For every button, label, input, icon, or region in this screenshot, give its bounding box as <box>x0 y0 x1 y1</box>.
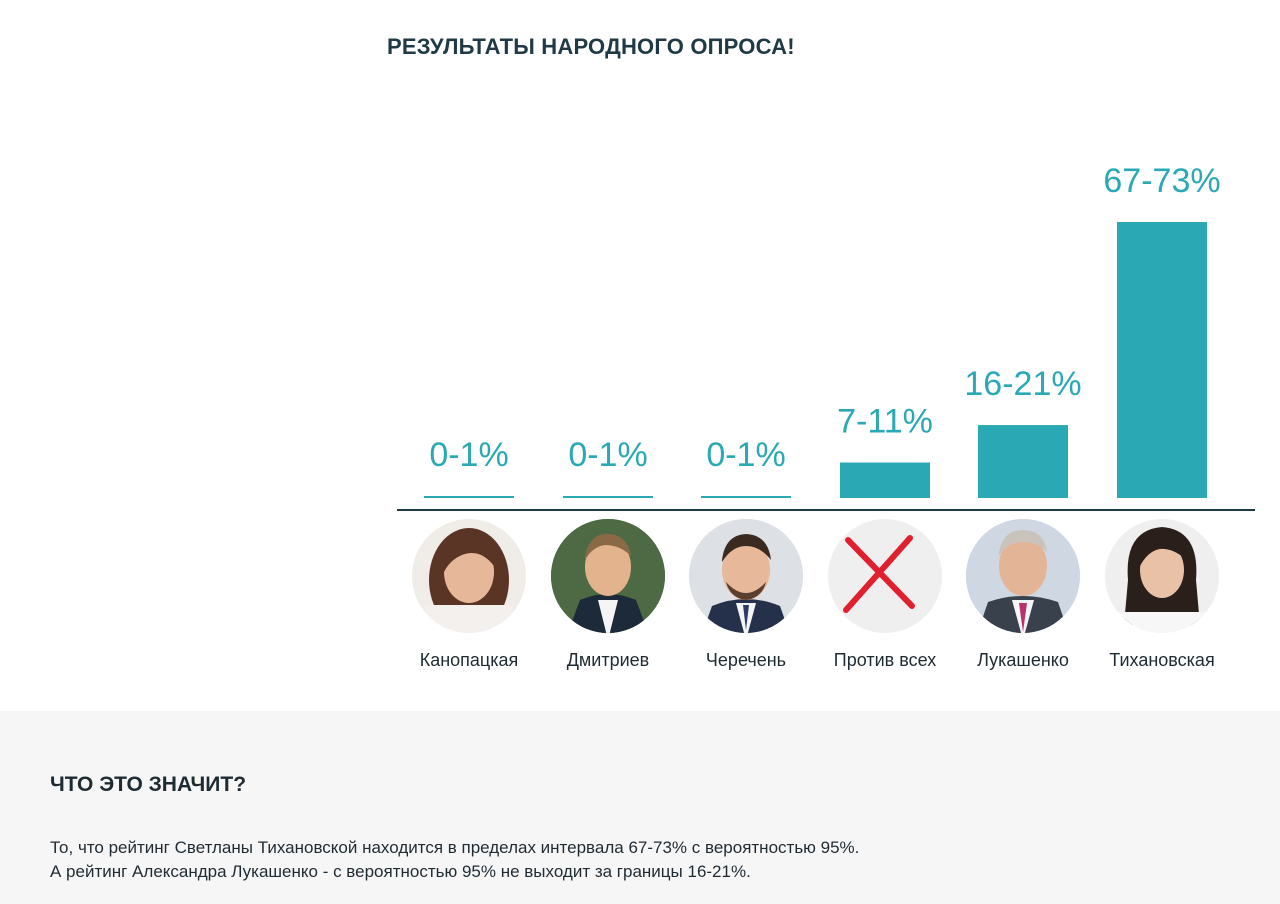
explanation-heading: ЧТО ЭТО ЗНАЧИТ? <box>50 773 247 796</box>
category-label-4: Лукашенко <box>977 650 1069 670</box>
avatar-tikhanovskaya <box>1105 519 1219 633</box>
bar-0 <box>424 496 514 498</box>
data-label-4: 16-21% <box>964 365 1081 403</box>
bar-5 <box>1117 222 1207 498</box>
bar-4 <box>978 425 1068 498</box>
data-label-2: 0-1% <box>706 436 785 474</box>
red-cross-icon <box>843 535 915 613</box>
avatar-lukashenko <box>966 519 1080 633</box>
avatar-dmitriev <box>551 519 665 633</box>
category-label-1: Дмитриев <box>567 650 650 670</box>
category-label-2: Черечень <box>706 650 786 670</box>
avatar-against-all <box>828 519 942 633</box>
explanation-line-2: А рейтинг Александра Лукашенко - с вероя… <box>50 862 751 881</box>
bar-3 <box>840 462 930 498</box>
explanation-line-1: То, что рейтинг Светланы Тихановской нах… <box>50 838 860 857</box>
data-label-1: 0-1% <box>568 436 647 474</box>
data-label-3: 7-11% <box>837 403 933 441</box>
data-label-0: 0-1% <box>429 436 508 474</box>
avatar-kanopatskaya <box>412 519 526 633</box>
category-label-5: Тихановская <box>1109 650 1214 670</box>
bar-chart: 0-1% 0-1% 0-1% 7-11% 16-21% 67-73% <box>397 162 1255 670</box>
avatar-cherechen <box>689 519 803 633</box>
category-label-3: Против всех <box>834 650 936 670</box>
explanation-text: То, что рейтинг Светланы Тихановской нах… <box>50 836 859 884</box>
data-label-5: 67-73% <box>1103 162 1220 200</box>
page-title: РЕЗУЛЬТАТЫ НАРОДНОГО ОПРОСА! <box>387 34 795 59</box>
bar-1 <box>563 496 653 498</box>
category-label-0: Канопацкая <box>420 650 519 670</box>
explanation-section: ЧТО ЭТО ЗНАЧИТ? То, что рейтинг Светланы… <box>0 711 1280 904</box>
bar-2 <box>701 496 791 498</box>
